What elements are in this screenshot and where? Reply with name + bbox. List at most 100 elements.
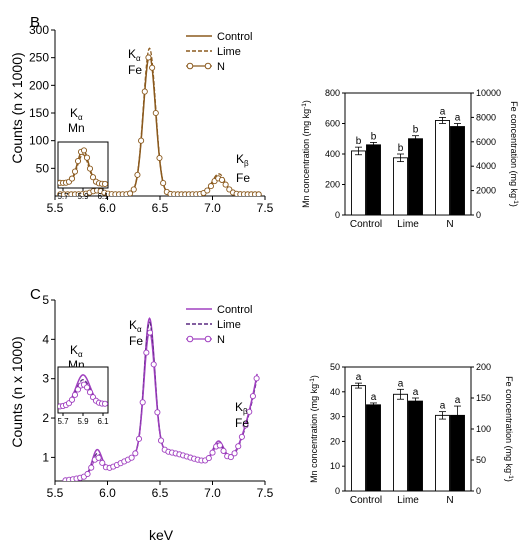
series-marker bbox=[154, 409, 161, 416]
inset-x-tick-label: 5.9 bbox=[77, 192, 89, 201]
annotation-fe-ka-fe: Fe bbox=[128, 63, 142, 77]
left-y-tick-label: 20 bbox=[330, 436, 340, 446]
y-tick-label: 150 bbox=[29, 106, 49, 120]
annotation-fe-kb-k: Kβ bbox=[235, 400, 248, 416]
annotation-mn-ka-k: Kα bbox=[70, 343, 83, 359]
left-y-tick-label: 50 bbox=[330, 362, 340, 372]
panel-c-inset: 5.7 5.9 6.1 bbox=[57, 366, 109, 426]
series-marker bbox=[88, 464, 95, 471]
right-y-tick-label: 8000 bbox=[476, 112, 496, 122]
bar-fe bbox=[366, 144, 381, 216]
series-marker bbox=[99, 459, 106, 466]
bar-mn bbox=[435, 119, 450, 216]
legend-marker-n-left bbox=[186, 62, 194, 70]
series-marker bbox=[150, 361, 157, 368]
left-y-tick-label: 400 bbox=[325, 149, 340, 159]
series-marker bbox=[160, 180, 167, 187]
panel-b-bar-right-ylabel: Fe concentration (mg kg-1) bbox=[509, 101, 519, 207]
series-marker bbox=[141, 88, 148, 95]
legend-marker-n-right bbox=[204, 335, 212, 343]
y-tick-label: 1 bbox=[42, 450, 49, 464]
series-marker bbox=[128, 454, 135, 461]
series-marker bbox=[83, 154, 91, 161]
series-marker bbox=[71, 391, 79, 398]
series-marker bbox=[138, 137, 145, 144]
x-tick-label: 5.5 bbox=[47, 486, 64, 500]
inset-x-tick-label: 6.1 bbox=[97, 192, 109, 201]
inset-x-tick-label: 5.7 bbox=[57, 192, 69, 201]
panel-b-ylabel: Counts (n x 1000) bbox=[9, 52, 25, 163]
series-marker bbox=[71, 168, 79, 175]
significance-letter: a bbox=[398, 378, 404, 389]
bar-category-label: N bbox=[446, 219, 453, 230]
series-marker bbox=[127, 190, 134, 196]
series-marker bbox=[157, 437, 165, 444]
series-marker bbox=[255, 191, 262, 196]
series-marker bbox=[242, 422, 249, 429]
bar-mn bbox=[351, 150, 366, 216]
inset-x-tick-label: 6.1 bbox=[97, 417, 109, 426]
series-marker bbox=[249, 393, 256, 400]
x-tick-label: 5.5 bbox=[47, 201, 64, 215]
panel-c-spectrum: 5.5 6.0 6.5 7.0 7.5 1 2 3 4 5 Control Lime N Kα F… bbox=[42, 293, 273, 500]
bar-mn bbox=[351, 385, 366, 492]
annotation-fe-ka-k: Kα bbox=[129, 318, 142, 334]
series-marker bbox=[74, 157, 82, 165]
bar-fe bbox=[366, 404, 381, 492]
significance-letter: a bbox=[440, 401, 446, 412]
right-y-tick-label: 0 bbox=[476, 486, 481, 496]
series-marker bbox=[235, 443, 242, 450]
panel-c-xlabel: keV bbox=[149, 527, 174, 543]
significance-letter: a bbox=[440, 106, 446, 117]
series-marker bbox=[130, 186, 137, 193]
y-tick-label: 2 bbox=[42, 411, 49, 425]
panel-b-letter: B bbox=[30, 14, 40, 31]
significance-letter: a bbox=[371, 392, 377, 403]
left-y-tick-label: 200 bbox=[325, 180, 340, 190]
x-tick-label: 7.5 bbox=[257, 201, 274, 215]
legend-label-lime: Lime bbox=[217, 46, 241, 58]
inset-x-tick-label: 5.9 bbox=[77, 417, 89, 426]
series-marker bbox=[89, 174, 97, 181]
series-marker bbox=[220, 447, 227, 454]
panel-c-bar-right-ylabel: Fe concentration (mg kg-1) bbox=[504, 376, 514, 482]
series-marker bbox=[207, 183, 214, 190]
panel-c-legend: Control Lime N bbox=[186, 304, 252, 346]
x-tick-label: 6.5 bbox=[152, 201, 169, 215]
bar-mn bbox=[393, 157, 408, 216]
panel-b-bar-left-ylabel: Mn concentration (mg kg-1) bbox=[301, 100, 311, 208]
series-marker bbox=[132, 450, 139, 457]
legend-label-control: Control bbox=[217, 31, 252, 43]
series-marker bbox=[216, 442, 223, 449]
series-marker bbox=[86, 165, 94, 172]
bar-category-label: Control bbox=[350, 495, 382, 506]
panel-b-legend: Control Lime N bbox=[186, 31, 252, 73]
bar-fe bbox=[450, 414, 465, 492]
left-y-tick-label: 800 bbox=[325, 88, 340, 98]
right-y-tick-label: 6000 bbox=[476, 137, 496, 147]
bar-category-label: Control bbox=[350, 219, 382, 230]
x-tick-label: 6.5 bbox=[152, 486, 169, 500]
series-marker bbox=[101, 180, 108, 187]
bar-category-label: N bbox=[446, 495, 453, 506]
annotation-mn-ka-mn: Mn bbox=[68, 121, 85, 135]
series-marker bbox=[152, 109, 159, 117]
series-marker bbox=[143, 349, 150, 356]
legend-label-n: N bbox=[217, 334, 225, 346]
series-marker bbox=[156, 154, 163, 162]
legend-label-control: Control bbox=[217, 304, 252, 316]
significance-letter: b bbox=[413, 125, 419, 136]
significance-letter: a bbox=[356, 372, 362, 383]
series-marker bbox=[205, 455, 212, 462]
y-tick-label: 100 bbox=[29, 134, 49, 148]
series-marker bbox=[209, 449, 216, 456]
bar-mn bbox=[393, 393, 408, 492]
left-y-tick-label: 10 bbox=[330, 461, 340, 471]
y-tick-label: 3 bbox=[42, 372, 49, 386]
series-marker bbox=[83, 384, 91, 391]
series-marker bbox=[149, 64, 156, 71]
right-y-tick-label: 0 bbox=[476, 210, 481, 220]
left-y-tick-label: 0 bbox=[335, 486, 340, 496]
y-tick-label: 250 bbox=[29, 51, 49, 65]
